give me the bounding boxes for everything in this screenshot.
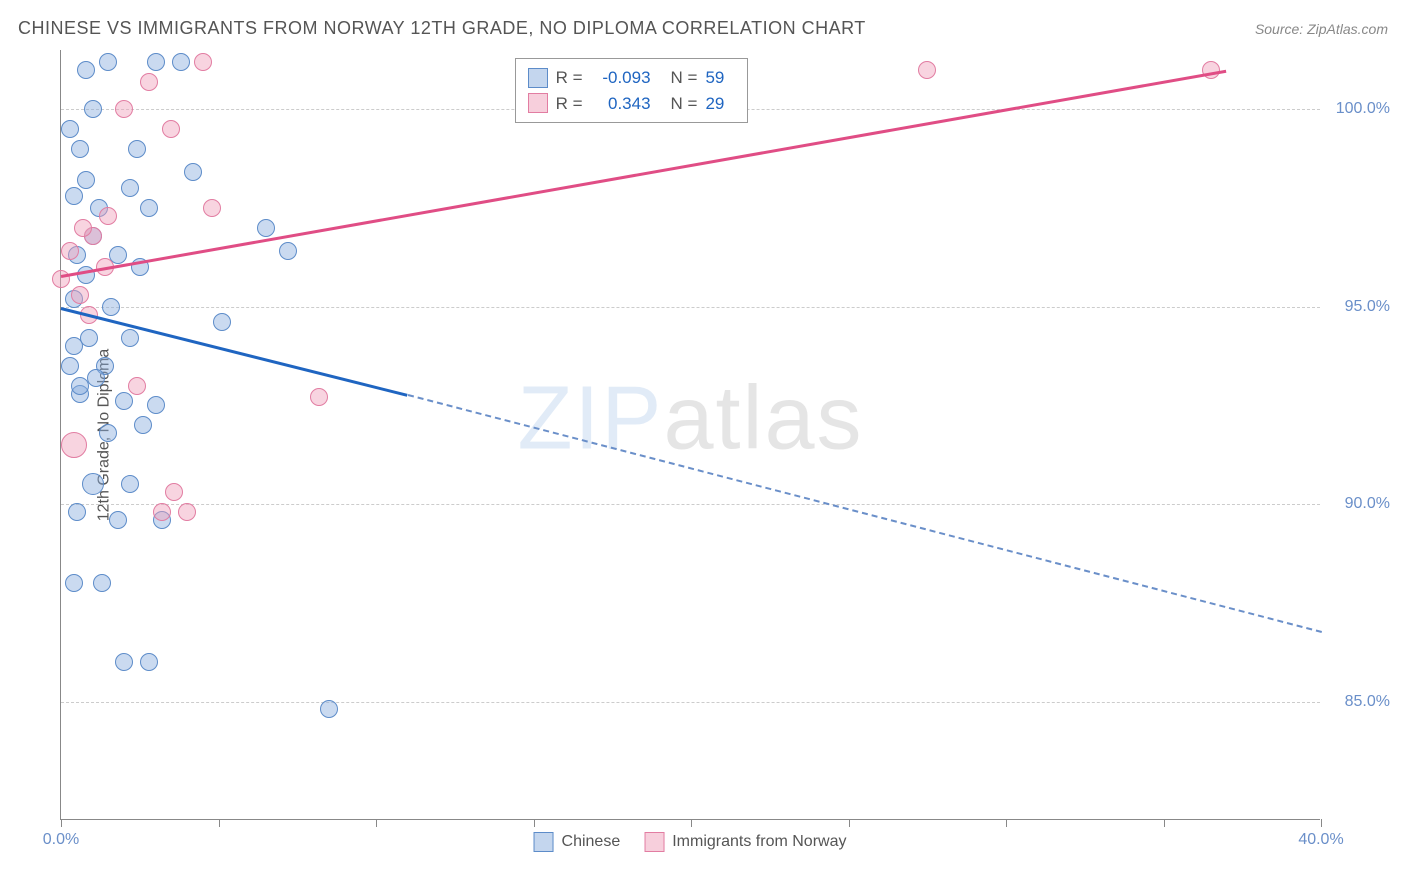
x-tick-label: 40.0%	[1298, 831, 1343, 849]
x-tick	[219, 819, 220, 827]
y-tick-label: 95.0%	[1345, 298, 1390, 316]
stat-n-label: N =	[671, 91, 698, 117]
stats-legend-row: R = -0.093 N = 59	[528, 65, 736, 91]
data-point	[178, 503, 196, 521]
x-tick	[534, 819, 535, 827]
data-point	[115, 653, 133, 671]
data-point	[65, 574, 83, 592]
data-point	[121, 475, 139, 493]
trend-line	[407, 394, 1321, 633]
data-point	[918, 61, 936, 79]
x-tick-label: 0.0%	[43, 831, 79, 849]
legend-label: Chinese	[562, 833, 621, 851]
plot-area: ZIPatlas 85.0%90.0%95.0%100.0%0.0%40.0%R…	[60, 50, 1320, 820]
data-point	[279, 242, 297, 260]
data-point	[213, 313, 231, 331]
stat-r-value: -0.093	[591, 65, 651, 91]
data-point	[71, 140, 89, 158]
x-tick	[691, 819, 692, 827]
data-point	[74, 219, 92, 237]
data-point	[128, 377, 146, 395]
data-point	[257, 219, 275, 237]
data-point	[153, 503, 171, 521]
data-point	[68, 503, 86, 521]
data-point	[140, 199, 158, 217]
data-point	[71, 286, 89, 304]
stat-r-label: R =	[556, 65, 583, 91]
legend-item-norway: Immigrants from Norway	[644, 832, 846, 852]
data-point	[134, 416, 152, 434]
correlation-chart: 12th Grade, No Diploma ZIPatlas 85.0%90.…	[60, 50, 1320, 820]
data-point	[80, 329, 98, 347]
watermark: ZIPatlas	[517, 368, 863, 471]
data-point	[203, 199, 221, 217]
data-point	[162, 120, 180, 138]
data-point	[147, 396, 165, 414]
data-point	[184, 163, 202, 181]
stat-r-label: R =	[556, 91, 583, 117]
data-point	[121, 179, 139, 197]
data-point	[99, 424, 117, 442]
data-point	[99, 53, 117, 71]
data-point	[61, 242, 79, 260]
data-point	[61, 120, 79, 138]
data-point	[310, 388, 328, 406]
x-tick	[1006, 819, 1007, 827]
data-point	[165, 483, 183, 501]
chart-title: CHINESE VS IMMIGRANTS FROM NORWAY 12TH G…	[18, 18, 866, 39]
data-point	[121, 329, 139, 347]
gridline	[61, 307, 1320, 308]
trend-line	[61, 307, 408, 396]
legend-swatch-icon	[644, 832, 664, 852]
data-point	[102, 298, 120, 316]
bottom-legend: Chinese Immigrants from Norway	[534, 832, 847, 852]
data-point	[115, 100, 133, 118]
data-point	[65, 187, 83, 205]
gridline	[61, 702, 1320, 703]
x-tick	[376, 819, 377, 827]
legend-swatch-icon	[528, 93, 548, 113]
data-point	[140, 653, 158, 671]
y-tick-label: 100.0%	[1336, 100, 1390, 118]
data-point	[147, 53, 165, 71]
legend-swatch-icon	[528, 68, 548, 88]
x-tick	[61, 819, 62, 827]
data-point	[194, 53, 212, 71]
stat-n-value: 29	[705, 91, 735, 117]
data-point	[77, 61, 95, 79]
x-tick	[1321, 819, 1322, 827]
legend-swatch-icon	[534, 832, 554, 852]
data-point	[320, 700, 338, 718]
data-point	[61, 357, 79, 375]
stat-n-value: 59	[705, 65, 735, 91]
data-point	[84, 100, 102, 118]
legend-label: Immigrants from Norway	[672, 833, 846, 851]
stat-r-value: 0.343	[591, 91, 651, 117]
data-point	[99, 207, 117, 225]
data-point	[128, 140, 146, 158]
stats-legend-row: R = 0.343 N = 29	[528, 91, 736, 117]
gridline	[61, 504, 1320, 505]
data-point	[61, 432, 87, 458]
data-point	[109, 511, 127, 529]
x-tick	[1164, 819, 1165, 827]
x-tick	[849, 819, 850, 827]
data-point	[172, 53, 190, 71]
y-tick-label: 85.0%	[1345, 693, 1390, 711]
data-point	[140, 73, 158, 91]
data-point	[87, 369, 105, 387]
y-tick-label: 90.0%	[1345, 495, 1390, 513]
data-point	[77, 171, 95, 189]
data-point	[93, 574, 111, 592]
data-point	[115, 392, 133, 410]
legend-item-chinese: Chinese	[534, 832, 621, 852]
stat-n-label: N =	[671, 65, 698, 91]
data-point	[82, 473, 104, 495]
chart-source: Source: ZipAtlas.com	[1255, 21, 1388, 37]
stats-legend: R = -0.093 N = 59 R = 0.343 N = 29	[515, 58, 749, 123]
